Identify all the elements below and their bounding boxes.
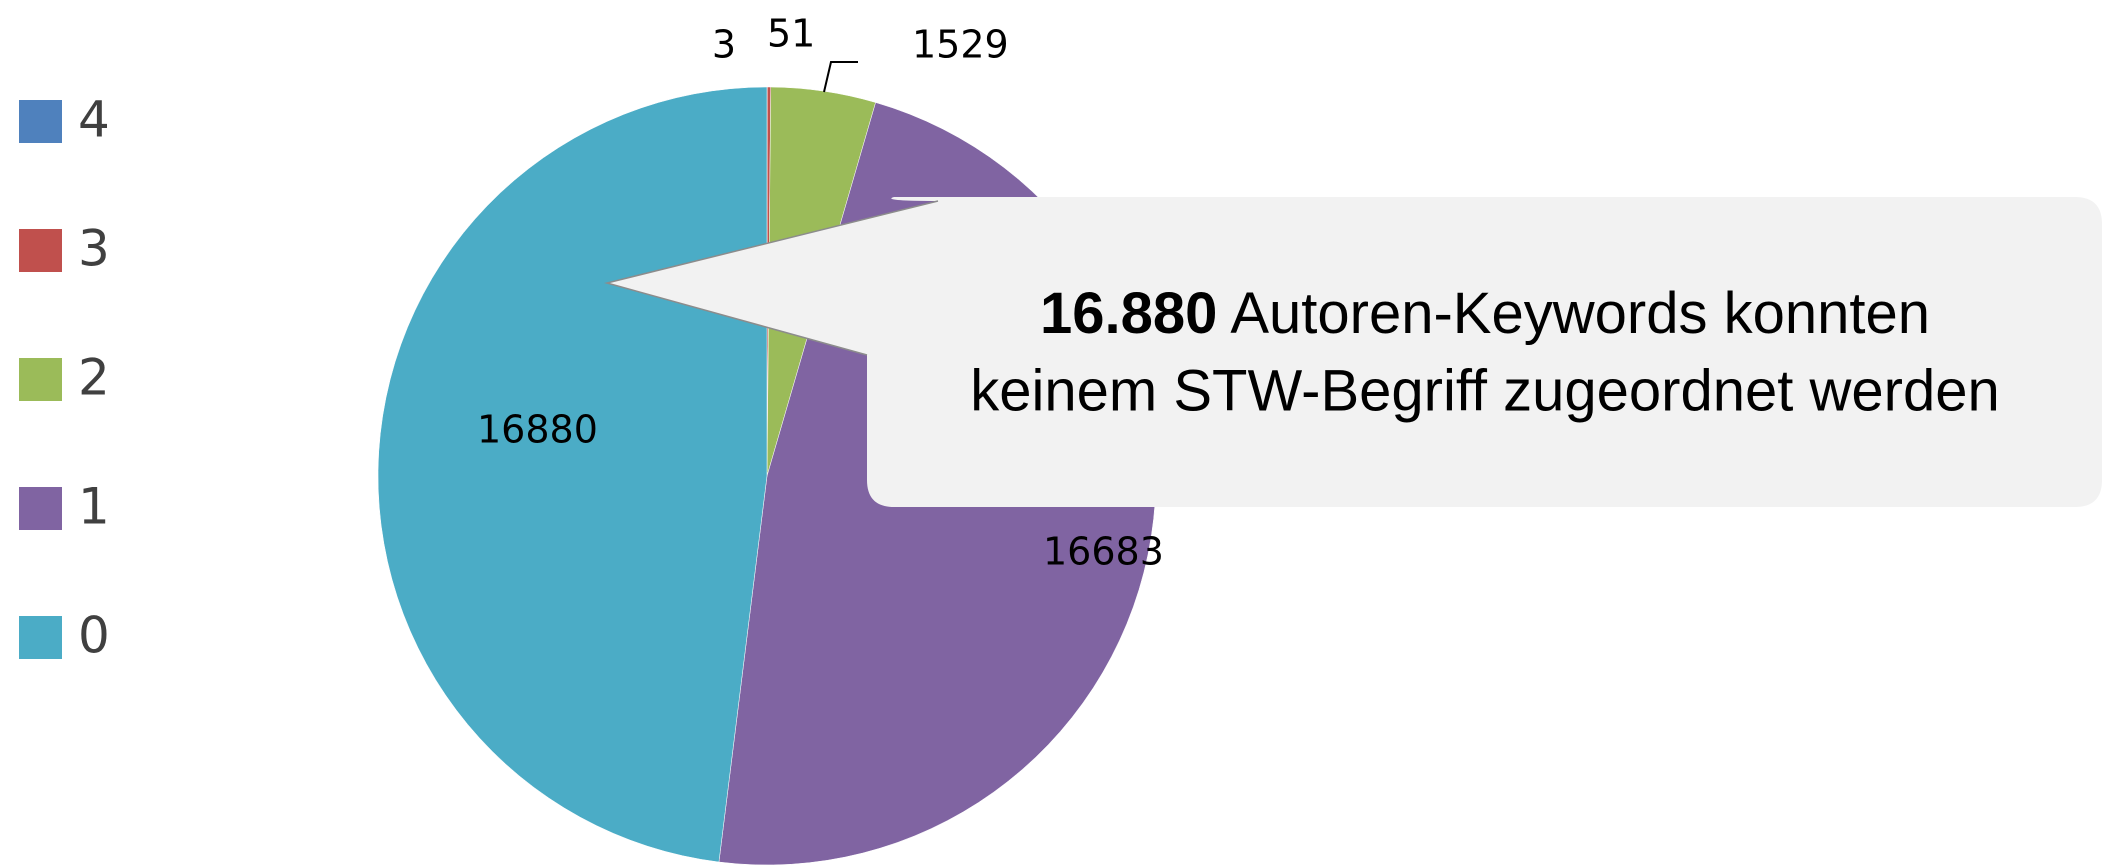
legend-swatch (19, 229, 62, 272)
leader-line (823, 61, 858, 93)
legend-swatch (19, 487, 62, 530)
data-label: 1529 (912, 23, 1009, 67)
data-label: 16683 (1043, 530, 1164, 574)
legend-label: 1 (78, 478, 110, 536)
pie-slice (377, 86, 768, 863)
legend-swatch (19, 616, 62, 659)
callout-line: 16.880 Autoren-Keywords konnten (1040, 281, 1930, 346)
legend-label: 2 (78, 349, 110, 407)
callout-line: keinem STW-Begriff zugeordnet werden (970, 358, 1999, 423)
legend-swatch (19, 100, 62, 143)
data-label: 3 (712, 23, 736, 67)
legend-label: 3 (78, 220, 110, 278)
callout-bold: 16.880 (1040, 281, 1217, 346)
data-label: 16880 (477, 408, 598, 452)
callout-pointer (604, 200, 939, 356)
legend-swatch (19, 358, 62, 401)
data-label: 51 (767, 12, 815, 56)
callout: 16.880 Autoren-Keywords konnten keinem S… (604, 197, 2102, 507)
legend-label: 0 (78, 607, 110, 665)
callout-text: Autoren-Keywords konnten (1230, 281, 1930, 346)
callout-box (607, 197, 2102, 507)
legend-label: 4 (78, 91, 110, 149)
